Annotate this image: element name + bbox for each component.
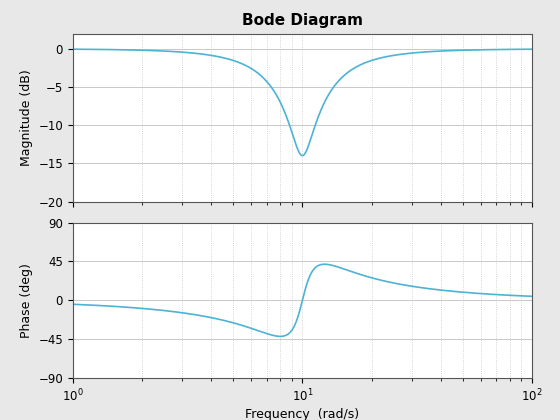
Y-axis label: Magnitude (dB): Magnitude (dB) <box>20 69 33 166</box>
Title: Bode Diagram: Bode Diagram <box>242 13 363 28</box>
X-axis label: Frequency  (rad/s): Frequency (rad/s) <box>245 409 360 420</box>
Y-axis label: Phase (deg): Phase (deg) <box>20 263 33 338</box>
